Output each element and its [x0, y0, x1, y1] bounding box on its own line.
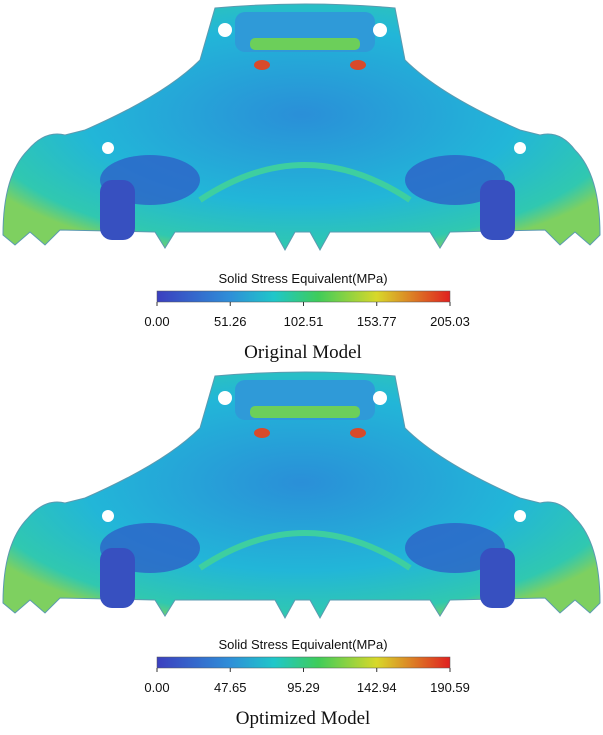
colorbar-label: 0.00 [144, 680, 169, 695]
colorbar-label: 102.51 [284, 314, 324, 329]
colorbar-label: 95.29 [287, 680, 320, 695]
colorbar-label: 205.03 [430, 314, 470, 329]
colorbar-label: 153.77 [357, 314, 397, 329]
caption: Original Model [244, 342, 362, 363]
colorbar [157, 291, 450, 302]
stress-model [3, 372, 600, 618]
colorbar-label: 190.59 [430, 680, 470, 695]
figure: Solid Stress Equivalent(MPa) 0.00 51.26 102… [0, 0, 603, 735]
colorbar-title: Solid Stress Equivalent(MPa) [218, 637, 387, 652]
colorbar-label: 51.26 [214, 314, 247, 329]
colorbar [157, 657, 450, 668]
colorbar-label: 142.94 [357, 680, 397, 695]
stress-model [3, 4, 600, 250]
caption: Optimized Model [236, 708, 371, 729]
colorbar-title: Solid Stress Equivalent(MPa) [218, 271, 387, 286]
colorbar-label: 47.65 [214, 680, 247, 695]
colorbar-label: 0.00 [144, 314, 169, 329]
